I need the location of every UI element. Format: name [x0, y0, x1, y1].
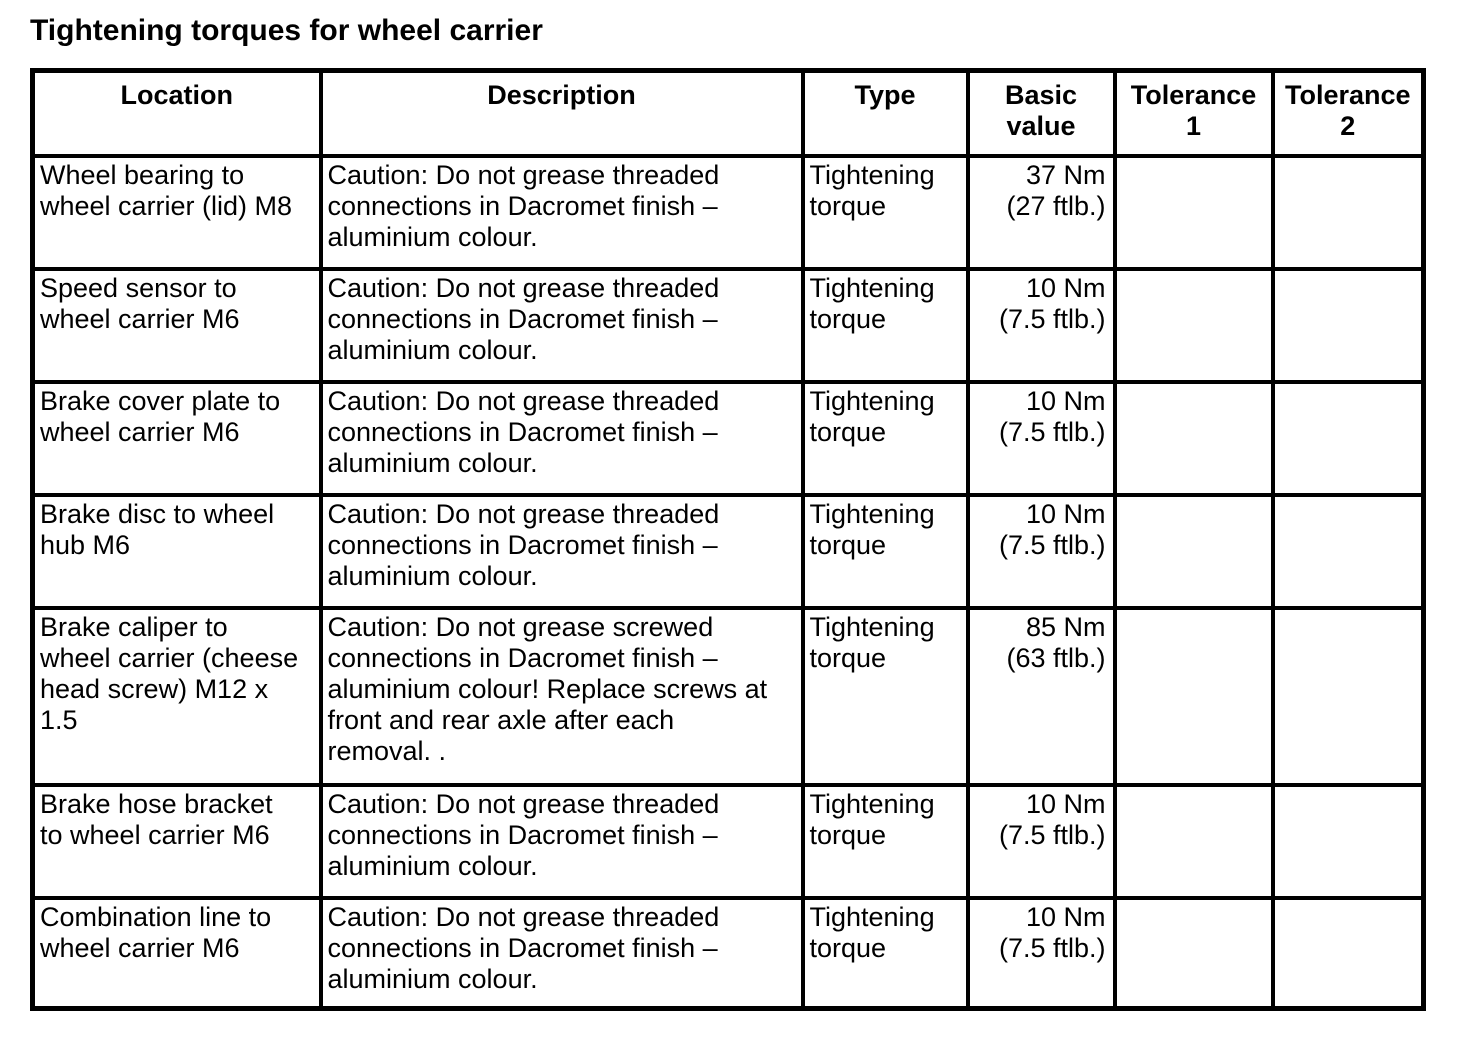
cell-location: Brake caliper to wheel carrier (cheese h…: [30, 605, 323, 787]
cell-description: Caution: Do not grease threaded connecti…: [318, 379, 805, 497]
cell-type: Tightening torque: [800, 153, 970, 271]
cell-description: Caution: Do not grease threaded connecti…: [318, 266, 805, 384]
tightening-torques-table: Location Description Type Basic value To…: [30, 68, 1426, 1011]
cell-tolerance-1: [1112, 266, 1275, 384]
cell-type: Tightening torque: [800, 492, 970, 610]
cell-location: Combination line to wheel carrier M6: [30, 895, 323, 1011]
cell-basic-value: 10 Nm (7.5 ftlb.): [965, 895, 1117, 1011]
cell-tolerance-2: [1270, 379, 1426, 497]
table-row: Wheel bearing to wheel carrier (lid) M8 …: [30, 153, 1426, 271]
cell-description: Caution: Do not grease screwed connectio…: [318, 605, 805, 787]
cell-type: Tightening torque: [800, 605, 970, 787]
table-row: Brake caliper to wheel carrier (cheese h…: [30, 605, 1426, 787]
cell-tolerance-1: [1112, 492, 1275, 610]
cell-tolerance-1: [1112, 782, 1275, 900]
header-row: Location Description Type Basic value To…: [30, 68, 1426, 158]
header-location: Location: [30, 68, 323, 158]
table-row: Brake hose bracket to wheel carrier M6 C…: [30, 782, 1426, 900]
cell-description: Caution: Do not grease threaded connecti…: [318, 895, 805, 1011]
document-page: Tightening torques for wheel carrier Loc…: [30, 14, 1426, 1011]
cell-type: Tightening torque: [800, 895, 970, 1011]
cell-tolerance-2: [1270, 492, 1426, 610]
table-row: Brake cover plate to wheel carrier M6 Ca…: [30, 379, 1426, 497]
header-tolerance-1: Tolerance 1: [1112, 68, 1275, 158]
cell-location: Brake cover plate to wheel carrier M6: [30, 379, 323, 497]
cell-tolerance-1: [1112, 605, 1275, 787]
table-row: Speed sensor to wheel carrier M6 Caution…: [30, 266, 1426, 384]
cell-location: Brake disc to wheel hub M6: [30, 492, 323, 610]
cell-description: Caution: Do not grease threaded connecti…: [318, 153, 805, 271]
cell-location: Wheel bearing to wheel carrier (lid) M8: [30, 153, 323, 271]
table-row: Combination line to wheel carrier M6 Cau…: [30, 895, 1426, 1011]
header-description: Description: [318, 68, 805, 158]
header-basic-value: Basic value: [965, 68, 1117, 158]
cell-type: Tightening torque: [800, 266, 970, 384]
cell-tolerance-2: [1270, 605, 1426, 787]
cell-tolerance-2: [1270, 895, 1426, 1011]
cell-basic-value: 37 Nm (27 ftlb.): [965, 153, 1117, 271]
cell-tolerance-1: [1112, 379, 1275, 497]
cell-location: Speed sensor to wheel carrier M6: [30, 266, 323, 384]
cell-basic-value: 10 Nm (7.5 ftlb.): [965, 266, 1117, 384]
header-tolerance-2: Tolerance 2: [1270, 68, 1426, 158]
cell-type: Tightening torque: [800, 782, 970, 900]
cell-tolerance-2: [1270, 266, 1426, 384]
cell-basic-value: 10 Nm (7.5 ftlb.): [965, 782, 1117, 900]
cell-tolerance-2: [1270, 782, 1426, 900]
table-row: Brake disc to wheel hub M6 Caution: Do n…: [30, 492, 1426, 610]
cell-description: Caution: Do not grease threaded connecti…: [318, 492, 805, 610]
cell-tolerance-1: [1112, 153, 1275, 271]
cell-description: Caution: Do not grease threaded connecti…: [318, 782, 805, 900]
page-title: Tightening torques for wheel carrier: [30, 14, 543, 47]
cell-basic-value: 10 Nm (7.5 ftlb.): [965, 492, 1117, 610]
header-type: Type: [800, 68, 970, 158]
cell-basic-value: 85 Nm (63 ftlb.): [965, 605, 1117, 787]
cell-location: Brake hose bracket to wheel carrier M6: [30, 782, 323, 900]
cell-tolerance-1: [1112, 895, 1275, 1011]
cell-type: Tightening torque: [800, 379, 970, 497]
cell-tolerance-2: [1270, 153, 1426, 271]
cell-basic-value: 10 Nm (7.5 ftlb.): [965, 379, 1117, 497]
